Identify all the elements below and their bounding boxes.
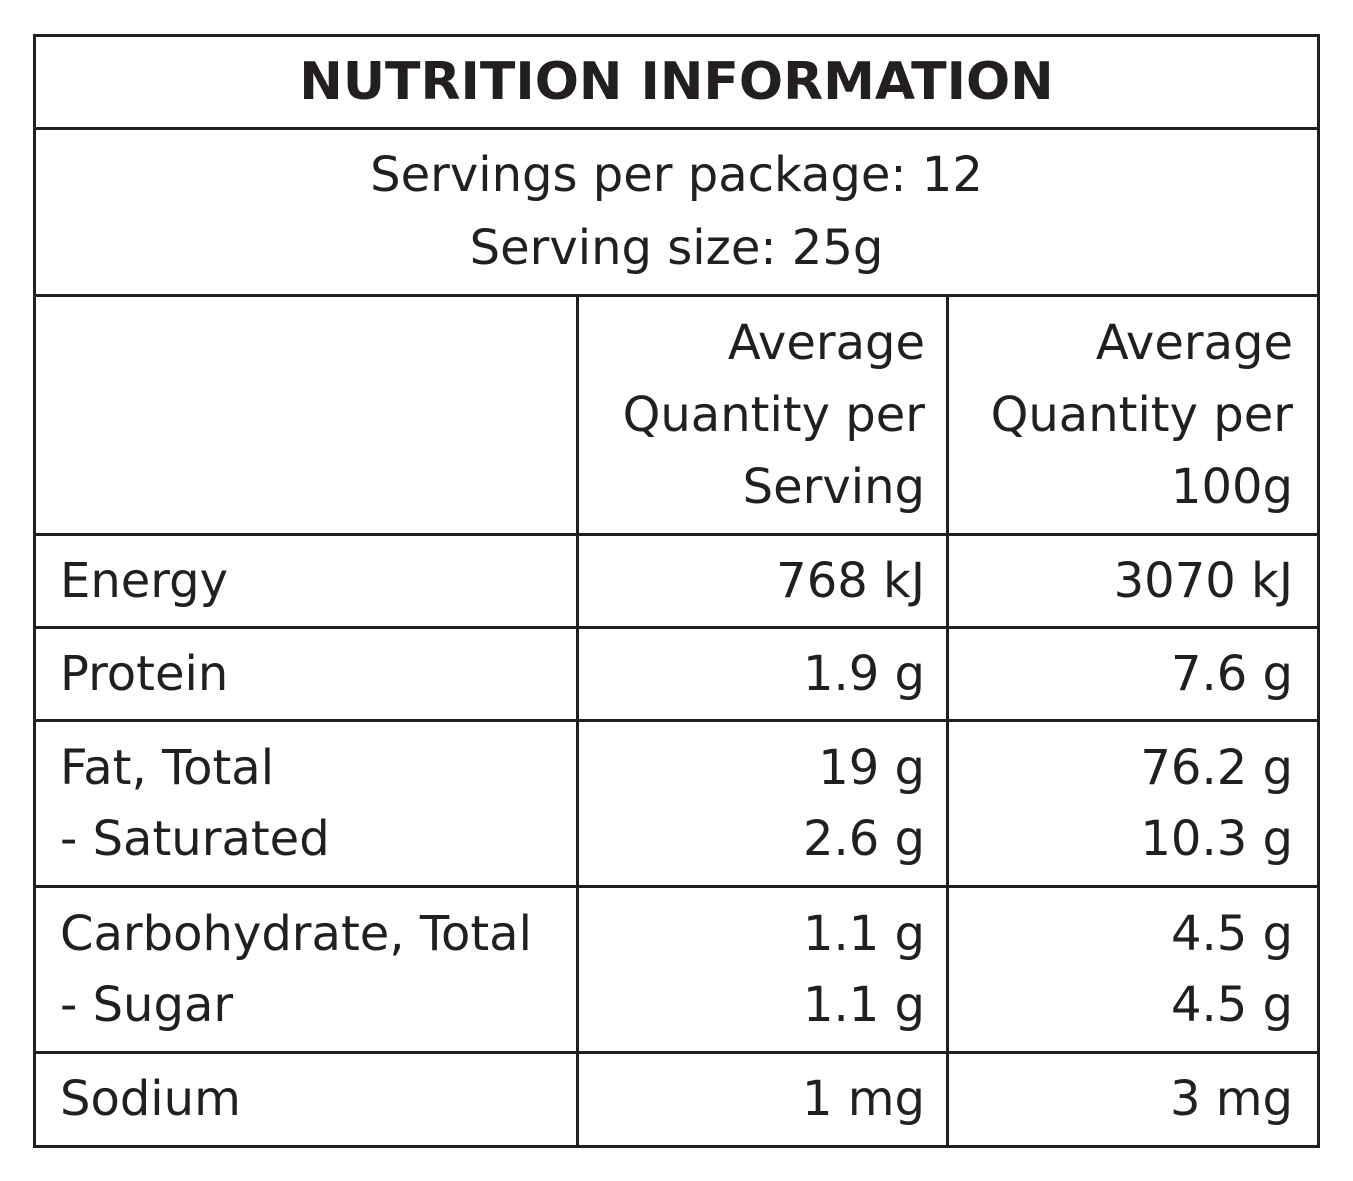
per-100g-amount: 4.5 g <box>1170 976 1293 1033</box>
nutrition-panel: NUTRITION INFORMATION Servings per packa… <box>33 34 1320 1148</box>
per-100g-value: 76.2 g 10.3 g <box>949 722 1317 885</box>
servings-per-package: Servings per package: 12 <box>370 147 983 203</box>
row-label: Sodium <box>36 1054 576 1145</box>
nutrient-name: Protein <box>60 645 229 702</box>
per-100g-value: 7.6 g <box>949 629 1317 719</box>
header-per-100g-line: Quantity per <box>990 387 1293 443</box>
per-serving-amount: 1.1 g <box>802 976 925 1033</box>
table-row-protein: Protein 1.9 g 7.6 g <box>36 629 1317 722</box>
header-per-serving: Average Quantity per Serving <box>579 297 949 533</box>
serving-size: Serving size: 25g <box>469 220 884 276</box>
per-serving-amount: 19 g <box>818 739 925 796</box>
table-row-carbohydrate: Carbohydrate, Total - Sugar 1.1 g 1.1 g … <box>36 888 1317 1054</box>
per-100g-value: 4.5 g 4.5 g <box>949 888 1317 1051</box>
serving-info: Servings per package: 12 Serving size: 2… <box>36 130 1317 297</box>
per-100g-amount: 3 mg <box>1169 1071 1293 1127</box>
per-serving-value: 1.1 g 1.1 g <box>579 888 949 1051</box>
row-label: Carbohydrate, Total - Sugar <box>36 888 576 1051</box>
nutrient-name: Fat, Total <box>60 739 275 796</box>
per-serving-value: 19 g 2.6 g <box>579 722 949 885</box>
header-per-serving-line: Average <box>727 315 925 371</box>
row-label: Fat, Total - Saturated <box>36 722 576 885</box>
nutrient-name: Sodium <box>60 1071 241 1127</box>
table-row-energy: Energy 768 kJ 3070 kJ <box>36 536 1317 629</box>
header-per-100g: Average Quantity per 100g <box>949 297 1317 533</box>
per-serving-amount: 1.1 g <box>802 905 925 962</box>
per-100g-value: 3070 kJ <box>949 536 1317 626</box>
table-row-fat: Fat, Total - Saturated 19 g 2.6 g 76.2 g… <box>36 722 1317 888</box>
per-100g-amount: 7.6 g <box>1170 645 1293 702</box>
per-serving-amount: 1.9 g <box>802 645 925 702</box>
per-serving-amount: 1 mg <box>801 1071 925 1127</box>
nutrient-subname: - Sugar <box>60 976 234 1033</box>
header-per-serving-line: Serving <box>742 459 925 515</box>
row-label: Energy <box>36 536 576 626</box>
per-serving-value: 1.9 g <box>579 629 949 719</box>
per-100g-amount: 10.3 g <box>1140 810 1293 867</box>
header-per-100g-line: Average <box>1095 315 1293 371</box>
panel-title: NUTRITION INFORMATION <box>299 52 1054 112</box>
nutrient-name: Energy <box>60 552 229 609</box>
title-row: NUTRITION INFORMATION <box>36 37 1317 130</box>
per-serving-value: 1 mg <box>579 1054 949 1145</box>
header-per-100g-line: 100g <box>1170 459 1293 515</box>
nutrient-name: Carbohydrate, Total <box>60 905 532 962</box>
nutrient-subname: - Saturated <box>60 810 330 867</box>
header-per-serving-line: Quantity per <box>622 387 925 443</box>
per-serving-amount: 2.6 g <box>802 810 925 867</box>
per-100g-amount: 4.5 g <box>1170 905 1293 962</box>
per-100g-amount: 3070 kJ <box>1113 552 1293 609</box>
header-label-cell <box>36 297 576 533</box>
per-serving-amount: 768 kJ <box>776 552 925 609</box>
per-100g-amount: 76.2 g <box>1140 739 1293 796</box>
per-serving-value: 768 kJ <box>579 536 949 626</box>
table-row-sodium: Sodium 1 mg 3 mg <box>36 1054 1317 1145</box>
per-100g-value: 3 mg <box>949 1054 1317 1145</box>
row-label: Protein <box>36 629 576 719</box>
column-header-row: Average Quantity per Serving Average Qua… <box>36 297 1317 536</box>
